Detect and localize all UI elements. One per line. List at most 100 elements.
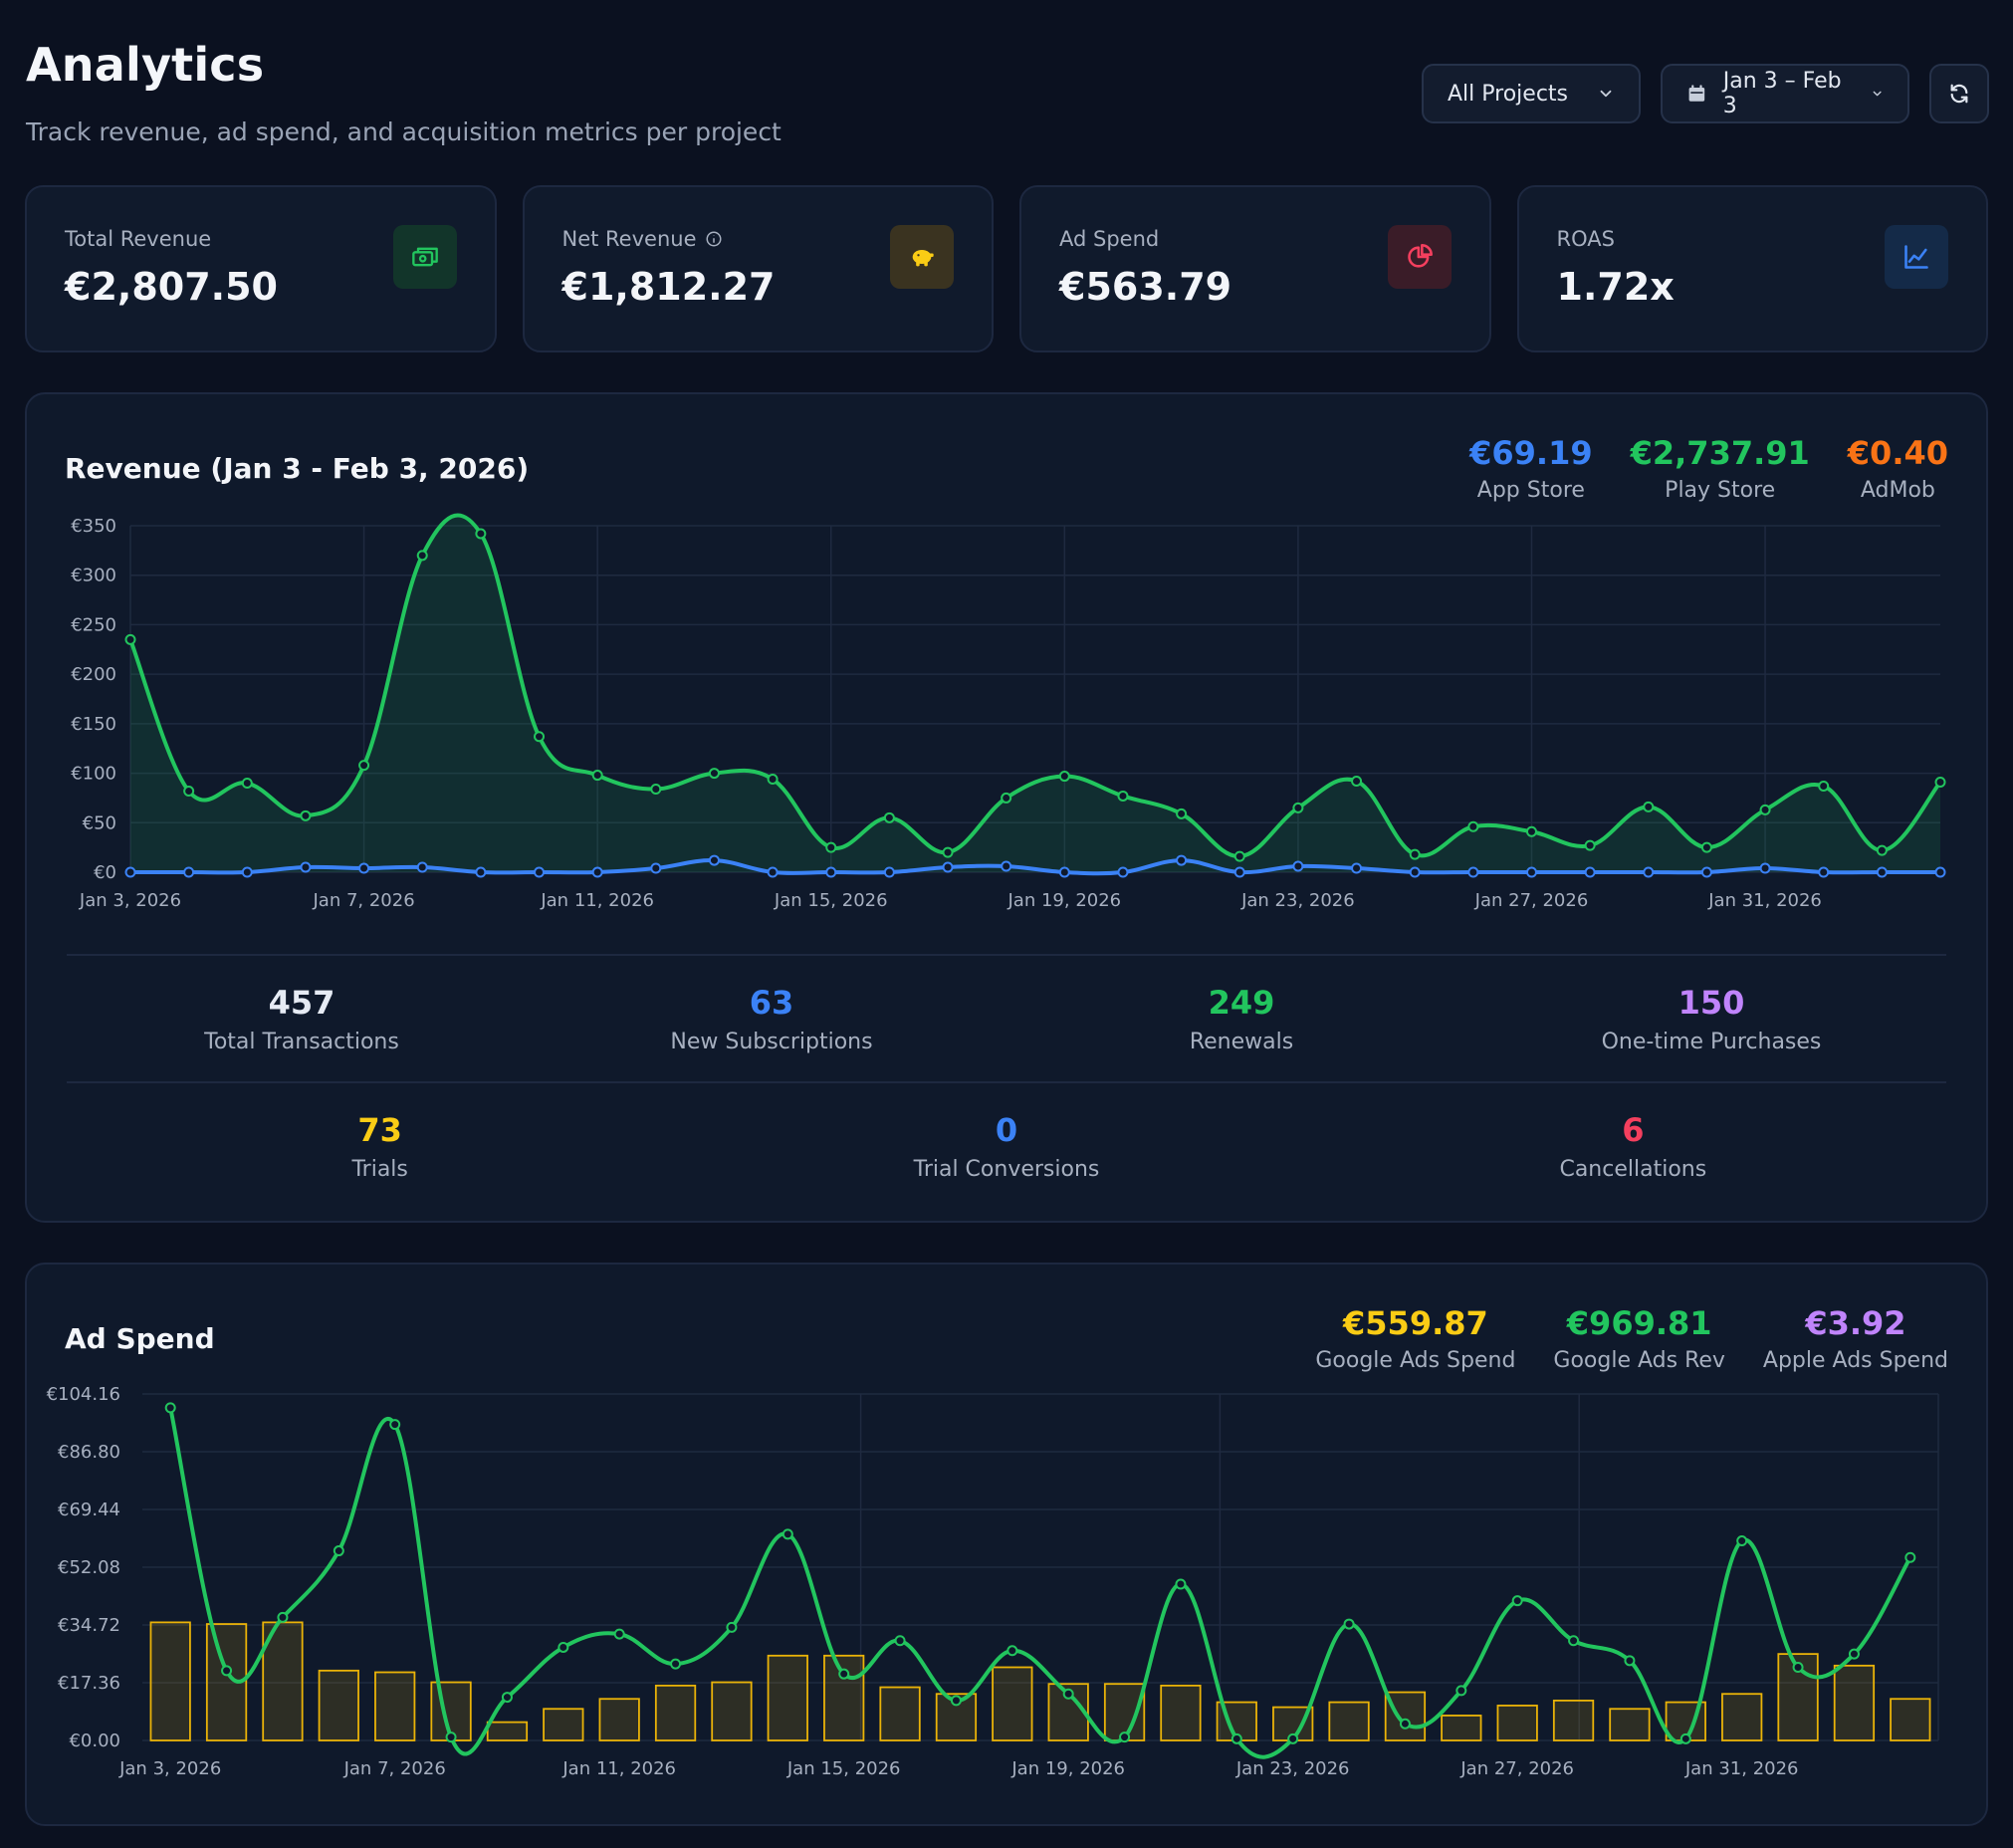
- data-point: [1934, 777, 1946, 789]
- y-tick-label: €250: [71, 614, 116, 635]
- metric-one-time-purchases: 150 One-time Purchases: [1476, 956, 1946, 1054]
- data-point: [708, 768, 720, 780]
- total-apple-ads-spend: €3.92 Apple Ads Spend: [1763, 1304, 1948, 1373]
- total-value: €969.81: [1566, 1304, 1712, 1342]
- x-tick-label: Jan 15, 2026: [774, 890, 888, 911]
- data-point: [1700, 841, 1712, 853]
- y-tick-label: €0.00: [69, 1731, 120, 1751]
- total-label: Apple Ads Spend: [1762, 1348, 1948, 1373]
- data-point: [534, 866, 546, 878]
- data-point: [445, 1732, 457, 1743]
- x-tick-label: Jan 23, 2026: [1240, 890, 1355, 911]
- data-point: [416, 550, 428, 562]
- spend-bar: [374, 1671, 416, 1741]
- total-play-store: €2,737.91 Play Store: [1631, 434, 1810, 503]
- chevron-down-icon: [1873, 91, 1882, 97]
- data-point: [241, 866, 253, 878]
- metric-label: Cancellations: [1559, 1157, 1707, 1182]
- revenue-chart[interactable]: €0 €50 €100 €150 €200 €250 €300 €350 Jan 3, 2026…: [27, 394, 1990, 932]
- spend-bar: [1609, 1708, 1651, 1741]
- data-point: [1759, 862, 1771, 874]
- spend-bar: [992, 1666, 1033, 1741]
- x-tick-label: Jan 27, 2026: [1459, 1758, 1574, 1779]
- metrics-row-1: 457 Total Transactions 63 New Subscripti…: [67, 954, 1946, 1054]
- total-label: Google Ads Spend: [1315, 1348, 1516, 1373]
- data-point: [1292, 860, 1304, 872]
- data-point: [333, 1545, 344, 1557]
- project-select[interactable]: All Projects: [1422, 64, 1641, 123]
- data-point: [883, 811, 895, 823]
- revenue-totals: €69.19 App Store €2,737.91 Play Store €0…: [1469, 434, 1948, 503]
- data-point: [894, 1635, 906, 1647]
- spend-bar: [149, 1621, 191, 1741]
- data-point: [1233, 850, 1245, 862]
- spend-bar: [598, 1698, 640, 1741]
- data-point: [1409, 866, 1421, 878]
- spend-bar: [767, 1654, 808, 1741]
- data-point: [1175, 1578, 1187, 1590]
- y-tick-label: €150: [71, 714, 116, 735]
- data-point: [726, 1621, 738, 1633]
- data-point: [300, 809, 312, 821]
- stat-value: €563.79: [1059, 265, 1232, 309]
- metric-label: Renewals: [1189, 1030, 1294, 1054]
- data-point: [1058, 771, 1070, 783]
- spend-bar: [823, 1654, 865, 1741]
- data-point: [1904, 1551, 1916, 1563]
- data-point: [164, 1402, 176, 1414]
- data-point: [1525, 866, 1537, 878]
- data-point: [124, 866, 136, 878]
- data-point: [825, 866, 837, 878]
- data-point: [389, 1419, 401, 1431]
- total-label: Play Store: [1665, 478, 1776, 503]
- y-tick-label: €300: [71, 566, 116, 586]
- y-tick-label: €50: [83, 812, 116, 833]
- data-point: [221, 1665, 233, 1677]
- data-point: [708, 854, 720, 866]
- spend-bar: [879, 1686, 921, 1741]
- page-header: Analytics Track revenue, ad spend, and a…: [26, 38, 782, 146]
- data-point: [670, 1658, 682, 1670]
- stat-value: €2,807.50: [65, 265, 278, 309]
- data-point: [1176, 808, 1188, 819]
- metric-renewals: 249 Renewals: [1006, 956, 1476, 1054]
- series-line: [128, 513, 1942, 859]
- stat-label: Ad Spend: [1059, 227, 1160, 251]
- date-range-picker[interactable]: Jan 3 – Feb 3: [1661, 64, 1909, 123]
- data-point: [1176, 854, 1188, 866]
- metric-total-transactions: 457 Total Transactions: [67, 956, 537, 1054]
- data-point: [1848, 1648, 1860, 1660]
- data-point: [767, 866, 779, 878]
- data-point: [1062, 1688, 1074, 1700]
- data-point: [1292, 802, 1304, 813]
- metric-value: 0: [995, 1111, 1018, 1149]
- metric-value: 73: [357, 1111, 402, 1149]
- ad-spend-totals: €559.87 Google Ads Spend €969.81 Google …: [1315, 1304, 1948, 1373]
- data-point: [1409, 848, 1421, 860]
- ad-spend-chart[interactable]: €0.00 €17.36 €34.72 €52.08 €69.44 €86.80 €104.…: [27, 1265, 1990, 1828]
- y-tick-label: €104.16: [47, 1384, 120, 1405]
- stat-label: Total Revenue: [65, 227, 212, 251]
- data-point: [950, 1695, 962, 1707]
- refresh-button[interactable]: [1929, 64, 1989, 123]
- data-point: [1399, 1718, 1411, 1730]
- spend-bar: [711, 1681, 753, 1741]
- y-tick-label: €200: [71, 664, 116, 685]
- info-icon[interactable]: [705, 230, 723, 248]
- project-select-label: All Projects: [1448, 81, 1568, 107]
- y-tick-label: €34.72: [58, 1615, 120, 1636]
- metric-label: Trials: [351, 1157, 408, 1182]
- total-label: App Store: [1476, 478, 1585, 503]
- spend-bar: [1833, 1664, 1876, 1741]
- total-value: €0.40: [1847, 434, 1948, 472]
- spend-bar: [486, 1721, 529, 1741]
- spend-bar: [1441, 1715, 1482, 1741]
- x-tick-label: Jan 31, 2026: [1684, 1758, 1799, 1779]
- total-google-ads-spend: €559.87 Google Ads Spend: [1315, 1304, 1515, 1373]
- data-point: [1759, 804, 1771, 815]
- stat-label: ROAS: [1556, 227, 1615, 251]
- data-point: [1584, 839, 1596, 851]
- revenue-panel: Revenue (Jan 3 - Feb 3, 2026) €69.19 App…: [25, 392, 1988, 1223]
- data-point: [942, 846, 954, 858]
- refresh-icon: [1950, 84, 1968, 104]
